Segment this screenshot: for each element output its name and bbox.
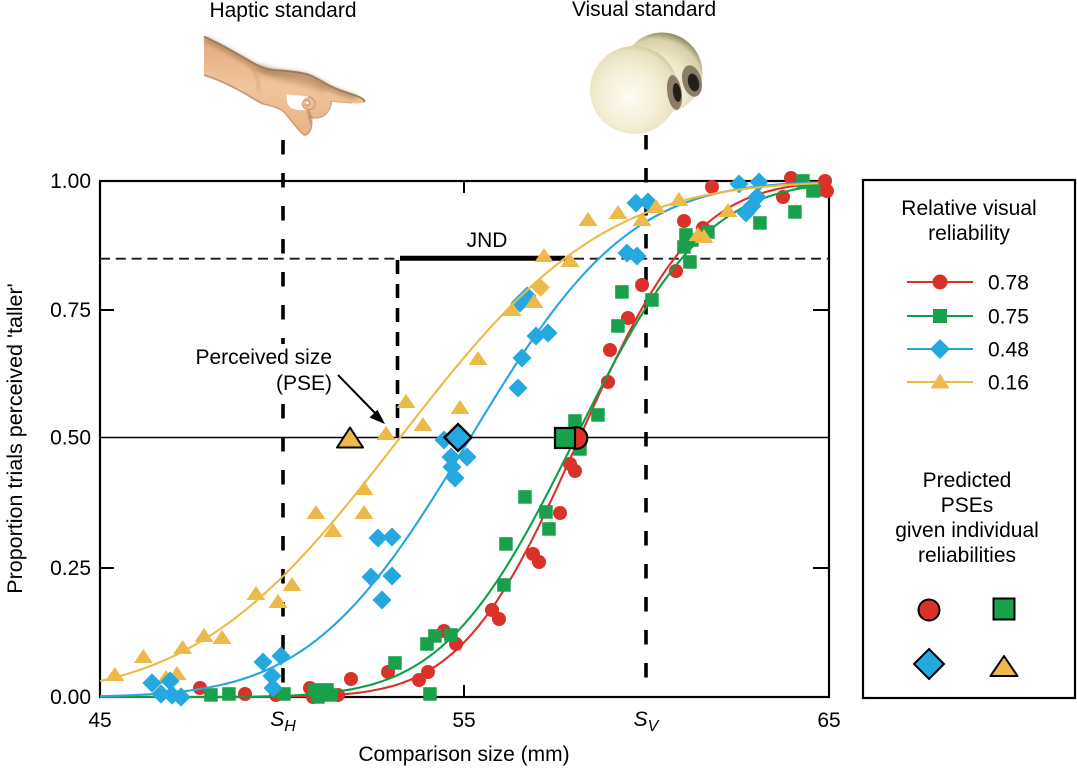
svg-text:Haptic standard: Haptic standard <box>209 0 356 22</box>
svg-text:Relative visual: Relative visual <box>901 197 1036 220</box>
svg-text:0.75: 0.75 <box>988 306 1029 329</box>
svg-text:JND: JND <box>467 229 508 252</box>
svg-text:Perceived size: Perceived size <box>195 346 332 369</box>
svg-text:0.78: 0.78 <box>988 272 1029 295</box>
svg-text:0.48: 0.48 <box>988 339 1029 362</box>
svg-text:(PSE): (PSE) <box>276 372 332 395</box>
svg-text:65: 65 <box>817 709 840 732</box>
svg-text:0.25: 0.25 <box>50 557 91 580</box>
svg-text:reliability: reliability <box>928 222 1010 245</box>
svg-text:Visual standard: Visual standard <box>572 0 716 21</box>
svg-text:45: 45 <box>88 709 111 732</box>
svg-text:reliabilities: reliabilities <box>918 544 1016 567</box>
svg-text:Proportion trials perceived 't: Proportion trials perceived 'taller' <box>3 283 27 594</box>
svg-text:55: 55 <box>452 709 475 732</box>
svg-text:1.00: 1.00 <box>50 170 91 193</box>
svg-text:0.00: 0.00 <box>50 686 91 709</box>
svg-text:Predicted: Predicted <box>923 469 1012 492</box>
svg-text:given individual: given individual <box>895 519 1039 542</box>
svg-text:Comparison size (mm): Comparison size (mm) <box>358 743 569 766</box>
svg-text:0.75: 0.75 <box>50 299 91 322</box>
svg-text:0.50: 0.50 <box>50 427 91 450</box>
svg-text:PSEs: PSEs <box>941 494 994 517</box>
svg-text:0.16: 0.16 <box>988 372 1029 395</box>
